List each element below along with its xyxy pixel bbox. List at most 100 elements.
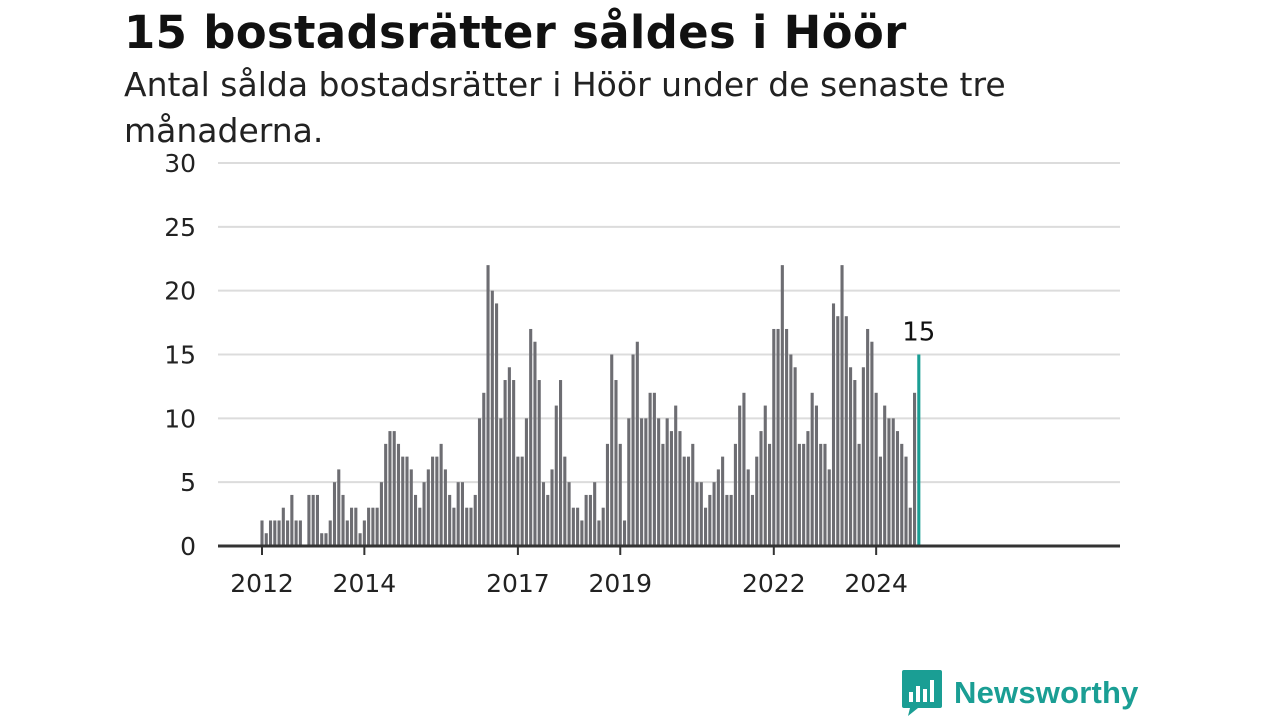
bar bbox=[315, 494, 319, 546]
bar bbox=[337, 469, 341, 546]
bar bbox=[401, 456, 405, 546]
bar bbox=[512, 380, 516, 546]
bar bbox=[341, 494, 345, 546]
bar bbox=[486, 265, 490, 546]
bar bbox=[490, 290, 494, 546]
bar bbox=[465, 507, 469, 546]
bar bbox=[725, 494, 729, 546]
bar bbox=[499, 418, 503, 546]
bar bbox=[350, 507, 354, 546]
bar bbox=[819, 443, 823, 546]
bar bbox=[320, 533, 324, 546]
bar bbox=[413, 494, 418, 546]
bar bbox=[507, 367, 511, 546]
bar bbox=[482, 392, 486, 546]
bar bbox=[584, 494, 588, 546]
y-tick-label: 30 bbox=[164, 149, 196, 178]
bar bbox=[379, 482, 383, 546]
bar bbox=[614, 380, 618, 546]
bar bbox=[823, 443, 827, 546]
bar bbox=[375, 507, 379, 546]
bar bbox=[524, 418, 528, 546]
bar bbox=[298, 520, 302, 546]
bar bbox=[806, 431, 810, 546]
bar bbox=[729, 494, 733, 546]
bar bbox=[264, 533, 268, 546]
bar bbox=[311, 494, 315, 546]
bar bbox=[712, 482, 716, 546]
bar bbox=[358, 533, 362, 546]
bar bbox=[891, 418, 895, 546]
x-tick-label: 2012 bbox=[230, 569, 294, 598]
bar bbox=[601, 507, 605, 546]
bar bbox=[362, 520, 366, 546]
bar bbox=[870, 341, 874, 546]
bar bbox=[307, 494, 311, 546]
bar bbox=[529, 328, 533, 546]
bar bbox=[622, 520, 627, 546]
bar bbox=[371, 507, 375, 546]
bar bbox=[631, 354, 635, 546]
bar bbox=[708, 494, 712, 546]
bar bbox=[273, 520, 277, 546]
bar bbox=[831, 303, 836, 546]
bar bbox=[814, 405, 818, 546]
bar bbox=[640, 418, 644, 546]
bar bbox=[537, 380, 541, 546]
bar bbox=[746, 469, 750, 546]
bar bbox=[866, 328, 870, 546]
y-tick-label: 10 bbox=[164, 404, 196, 433]
bar bbox=[840, 265, 844, 546]
bar bbox=[721, 456, 725, 546]
bar bbox=[290, 494, 294, 546]
bar bbox=[546, 494, 550, 546]
bar bbox=[473, 494, 477, 546]
bar bbox=[533, 341, 537, 546]
bar bbox=[328, 520, 332, 546]
bar bbox=[767, 443, 772, 546]
bar bbox=[422, 482, 426, 546]
y-tick-label: 20 bbox=[164, 277, 196, 306]
bar bbox=[281, 507, 285, 546]
bar bbox=[810, 392, 814, 546]
y-tick-label: 25 bbox=[164, 213, 196, 242]
bar bbox=[895, 431, 900, 546]
bar bbox=[883, 405, 887, 546]
bar bbox=[874, 392, 878, 546]
bar bbox=[844, 316, 848, 546]
bar bbox=[618, 443, 622, 546]
bar bbox=[605, 443, 610, 546]
bar bbox=[563, 456, 567, 546]
bar bbox=[733, 443, 737, 546]
bar bbox=[716, 469, 720, 546]
bar bbox=[836, 316, 840, 546]
bar bbox=[900, 443, 904, 546]
bar bbox=[367, 507, 371, 546]
bar bbox=[409, 469, 413, 546]
bar bbox=[699, 482, 703, 546]
bar bbox=[277, 520, 281, 546]
bar bbox=[571, 507, 575, 546]
bar bbox=[559, 380, 563, 546]
bar bbox=[405, 456, 409, 546]
logo-text: Newsworthy bbox=[954, 675, 1139, 710]
bar bbox=[627, 418, 631, 546]
bar bbox=[853, 380, 857, 546]
bar bbox=[286, 520, 290, 546]
bar bbox=[750, 494, 755, 546]
bar bbox=[657, 418, 661, 546]
bar bbox=[431, 456, 435, 546]
bar bbox=[780, 265, 784, 546]
bar bbox=[469, 507, 473, 546]
x-tick-label: 2022 bbox=[742, 569, 806, 598]
chart-title: 15 bostadsrätter såldes i Höör bbox=[124, 6, 907, 59]
bar bbox=[354, 507, 358, 546]
bar bbox=[324, 533, 328, 546]
y-tick-label: 5 bbox=[180, 468, 196, 497]
bar bbox=[652, 392, 656, 546]
bar bbox=[567, 482, 571, 546]
bar bbox=[763, 405, 767, 546]
bar bbox=[861, 367, 865, 546]
bar bbox=[878, 456, 882, 546]
bar bbox=[460, 482, 464, 546]
